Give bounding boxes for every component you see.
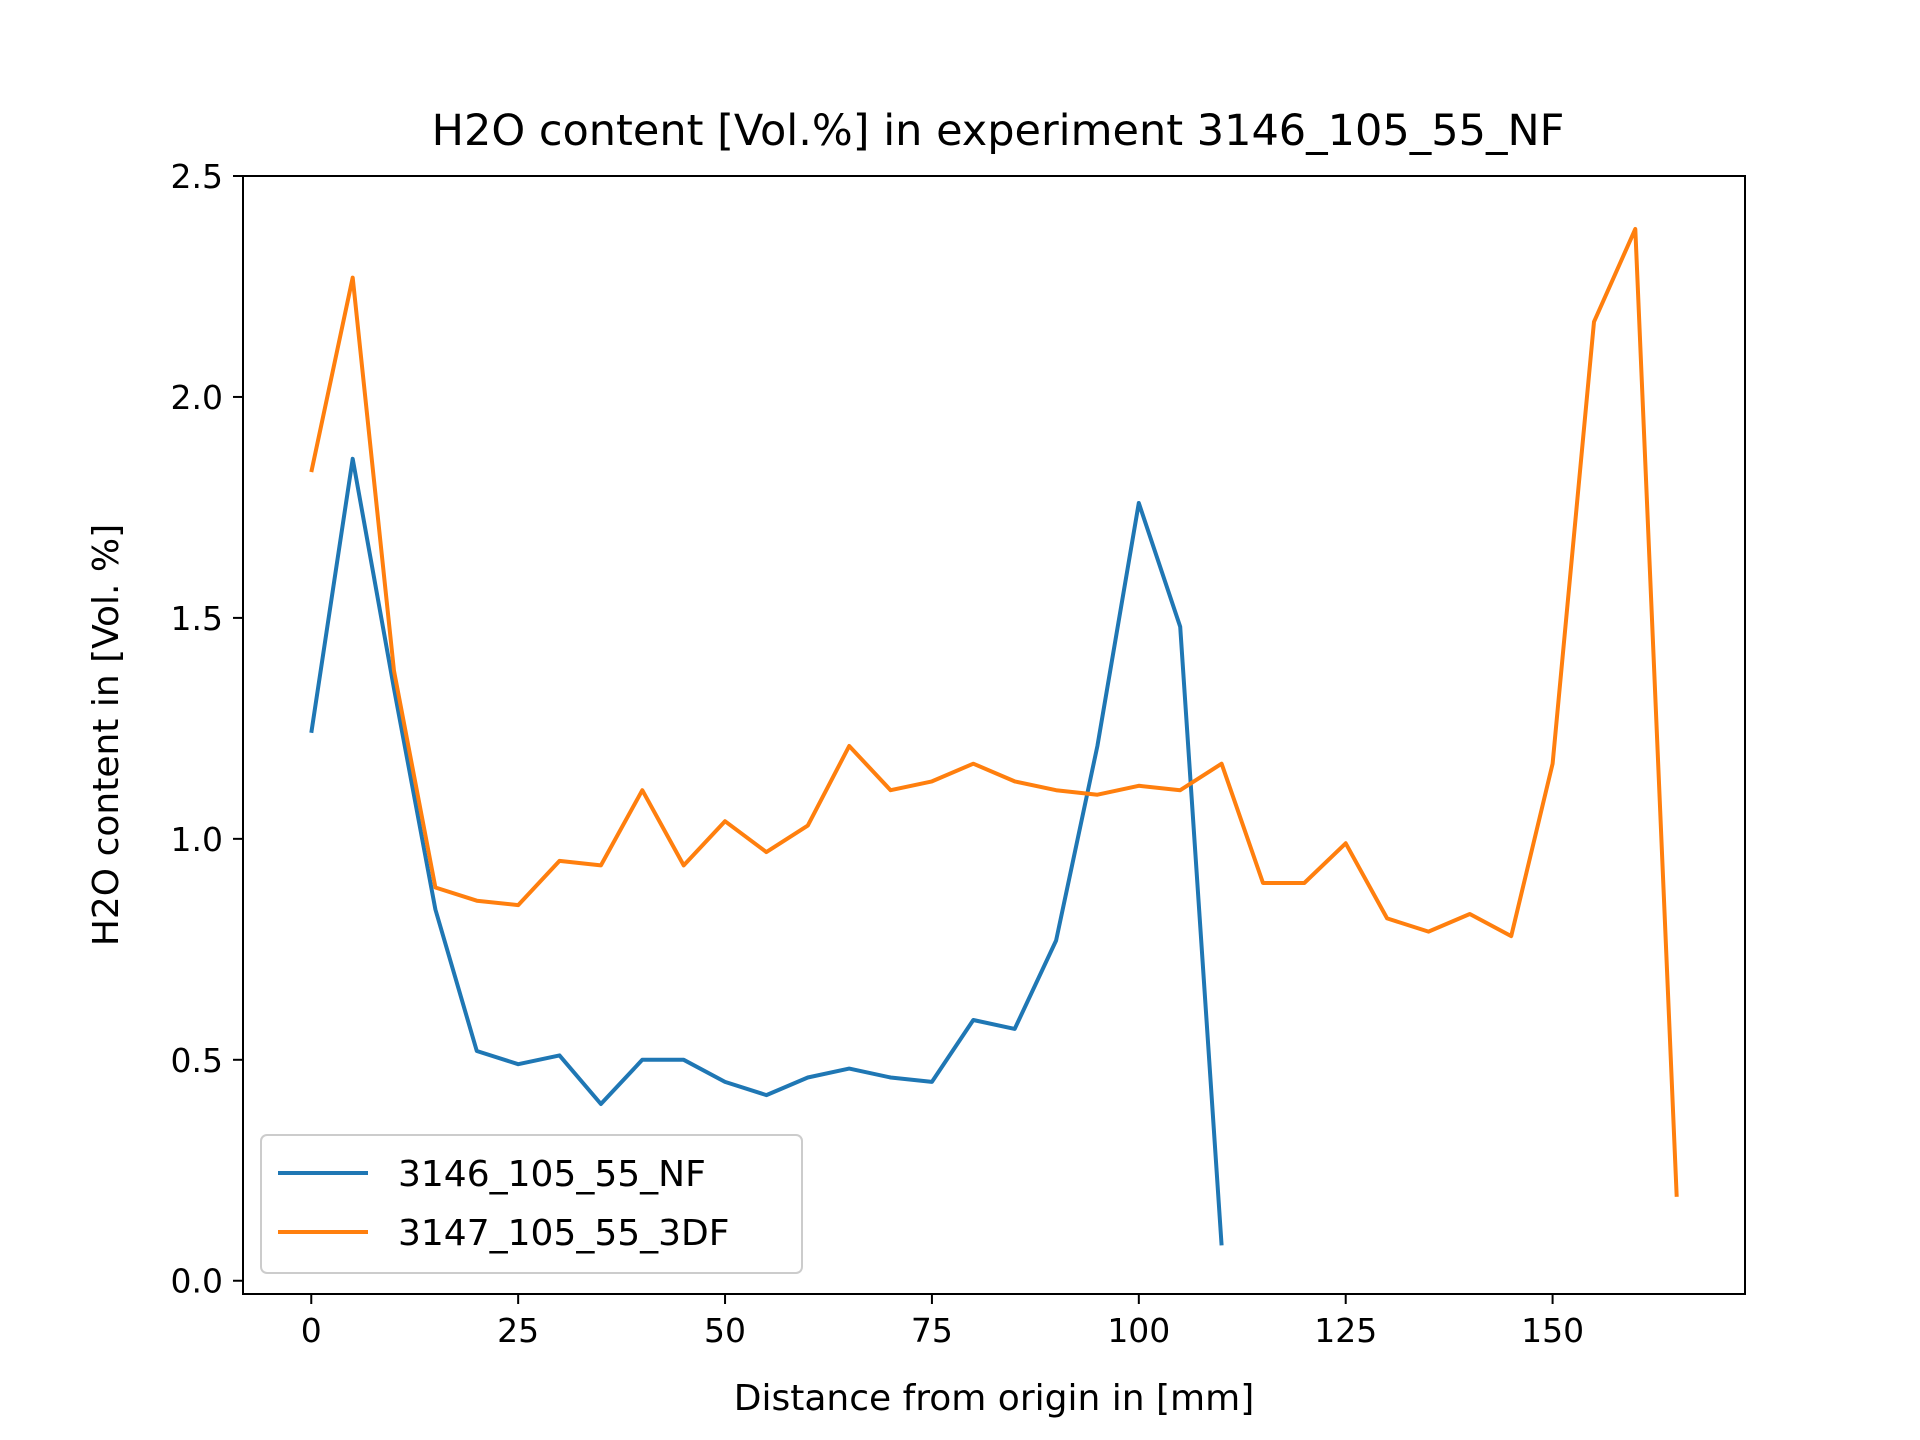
legend-label-2: 3147_105_55_3DF [398,1213,729,1254]
series-line-2 [309,227,1679,1197]
legend-box [260,1134,803,1274]
y-tick-label: 2.5 [171,157,223,196]
y-axis: 0.0 0.5 1.0 1.5 2.0 2.5 [171,157,243,1301]
legend-label-1: 3146_105_55_NF [398,1154,706,1195]
x-axis: 0 25 50 75 100 125 150 [301,1294,1584,1350]
x-tick-label: 150 [1521,1311,1584,1350]
series-line-1 [309,456,1224,1246]
plot-frame [242,175,1746,1295]
y-axis-label: H2O content in [Vol. %] [86,524,127,946]
y-tick-label: 1.0 [171,820,223,859]
x-tick-label: 125 [1314,1311,1377,1350]
x-tick-label: 0 [301,1311,322,1350]
x-axis-label: Distance from origin in [mm] [734,1378,1255,1419]
series-layer [309,227,1679,1246]
y-tick-label: 2.0 [171,378,223,417]
chart-title: H2O content [Vol.%] in experiment 3146_1… [432,106,1565,156]
y-tick-label: 0.5 [171,1041,223,1080]
y-tick-label: 0.0 [171,1262,223,1301]
y-tick-label: 1.5 [171,599,223,638]
x-tick-label: 75 [911,1311,953,1350]
x-tick-label: 100 [1107,1311,1170,1350]
x-tick-label: 50 [704,1311,746,1350]
legend: 3146_105_55_NF 3147_105_55_3DF [260,1134,803,1274]
x-tick-label: 25 [497,1311,539,1350]
